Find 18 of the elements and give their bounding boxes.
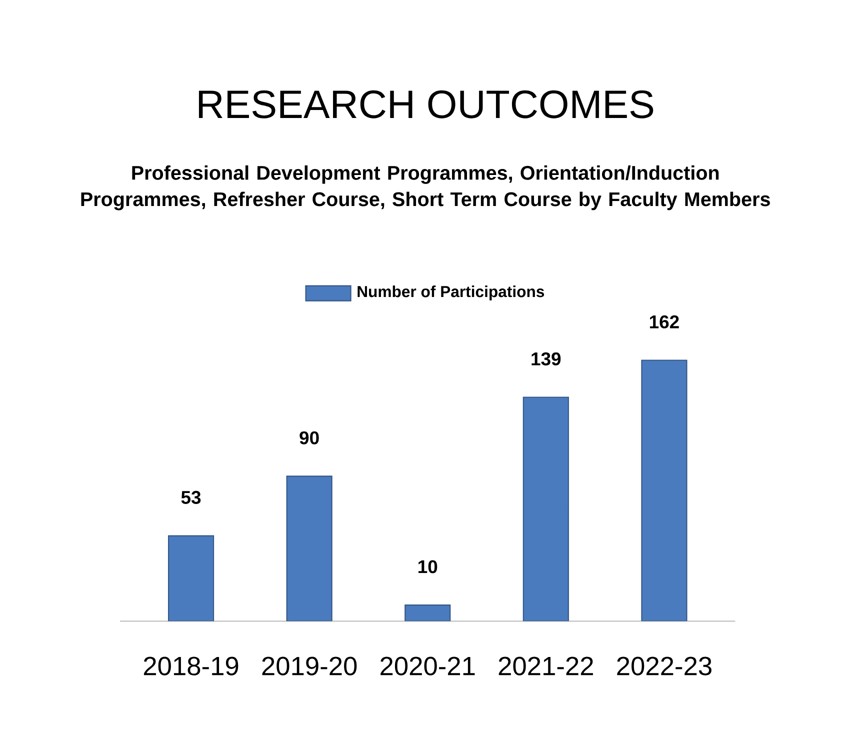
bar xyxy=(522,396,569,622)
x-tick-label: 2021-22 xyxy=(498,656,593,676)
x-tick-label: 2018-19 xyxy=(144,656,238,676)
x-tick-label: 2020-21 xyxy=(380,656,475,676)
bar xyxy=(168,535,214,622)
bar xyxy=(286,476,332,622)
chart-subtitle: Professional Development Programmes, Orientation/Induction Programmes, Refresher Course, Short Term Course by Faculty Members xyxy=(81,165,770,210)
data-label: 90 xyxy=(300,431,319,444)
data-label: 10 xyxy=(418,560,438,574)
x-tick-label: 2019-20 xyxy=(262,656,357,676)
data-label: 139 xyxy=(532,352,561,366)
bar xyxy=(404,604,451,622)
bar xyxy=(641,360,688,622)
data-label: 162 xyxy=(650,315,679,328)
chart-title: RESEARCH OUTCOMES xyxy=(198,90,654,118)
legend-label: Number of Participations xyxy=(358,286,544,300)
data-label: 53 xyxy=(181,490,201,504)
x-tick-label: 2022-23 xyxy=(617,656,712,676)
